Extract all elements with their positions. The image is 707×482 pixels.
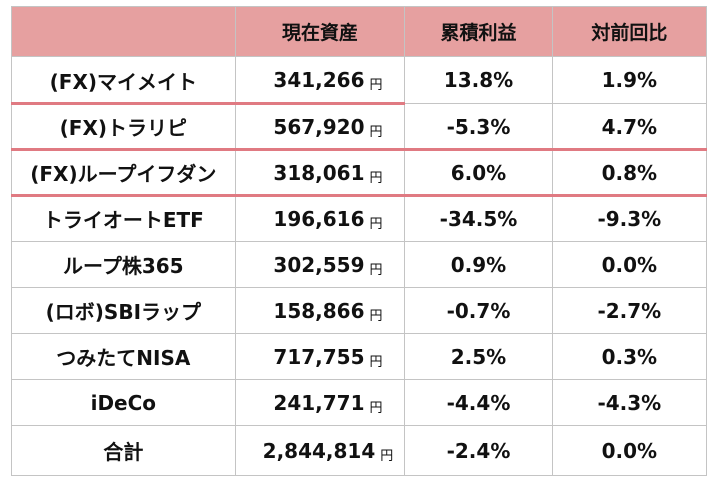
current-assets-cell: 318,061 円 <box>234 149 406 197</box>
highlight-underline <box>234 102 406 105</box>
amount-value: 196,616 <box>273 206 365 231</box>
change-value: 4.7% <box>601 114 658 139</box>
account-name: ループ株365 <box>11 241 236 288</box>
account-name: (FX)トラリピ <box>11 103 236 151</box>
currency-unit: 円 <box>369 262 383 278</box>
current-assets-cell: 567,920 円 <box>234 103 406 151</box>
amount-value: 341,266 <box>273 68 365 92</box>
cumulative-value: -5.3% <box>446 114 511 139</box>
highlight-underline <box>234 148 406 151</box>
current-assets-cell: 241,771 円 <box>234 379 406 426</box>
highlight-underline <box>11 148 236 151</box>
account-name: iDeCo <box>11 379 236 426</box>
table-row: (FX)ループイフダン 318,061 円 6.0% 0.8% <box>11 149 707 197</box>
cumulative-return-cell: 2.5% <box>404 333 553 380</box>
table-row: (FX)トラリピ 567,920 円 -5.3% 4.7% <box>11 103 707 151</box>
currency-unit: 円 <box>369 124 383 140</box>
change-value: 0.8% <box>601 160 658 185</box>
amount-value: 302,559 <box>273 252 365 277</box>
currency-unit: 円 <box>369 216 383 232</box>
vs-previous-cell: 0.3% <box>551 333 707 380</box>
table-row: (FX)マイメイト 341,266 円 13.8% 1.9% <box>11 56 707 105</box>
vs-previous-cell: 4.7% <box>551 103 707 151</box>
currency-unit: 円 <box>369 78 383 93</box>
header-cumulative-return: 累積利益 <box>404 6 553 57</box>
highlight-underline <box>11 102 236 105</box>
currency-unit: 円 <box>369 170 383 186</box>
currency-unit: 円 <box>369 400 383 416</box>
account-name: (FX)ループイフダン <box>11 149 236 197</box>
amount-value: 318,061 <box>273 160 365 185</box>
total-assets-cell: 2,844,814 円 <box>234 425 406 476</box>
account-name: (FX)マイメイト <box>11 56 236 105</box>
account-name-label: (FX)ループイフダン <box>30 162 217 186</box>
current-assets-cell: 302,559 円 <box>234 241 406 288</box>
currency-unit: 円 <box>369 354 383 370</box>
total-amount-value: 2,844,814 <box>262 438 376 463</box>
table-row: iDeCo 241,771 円 -4.4% -4.3% <box>11 379 707 426</box>
highlight-underline <box>11 194 236 197</box>
account-name: つみたてNISA <box>11 333 236 380</box>
total-cumulative-cell: -2.4% <box>404 425 553 476</box>
account-name-label: (FX)マイメイト <box>49 69 198 94</box>
cumulative-return-cell: 0.9% <box>404 241 553 288</box>
cumulative-value: 6.0% <box>450 160 507 185</box>
highlight-underline <box>234 194 406 197</box>
account-name: トライオートETF <box>11 195 236 242</box>
highlight-underline <box>551 194 707 197</box>
vs-previous-cell: 1.9% <box>551 56 707 104</box>
total-vs-previous-cell: 0.0% <box>551 425 707 476</box>
highlight-underline <box>551 148 707 151</box>
table-row: ループ株365 302,559 円 0.9% 0.0% <box>11 241 707 288</box>
asset-summary-table: 現在資産 累積利益 対前回比 (FX)マイメイト 341,266 円 13.8% … <box>11 6 707 476</box>
vs-previous-cell: -9.3% <box>551 195 707 242</box>
current-assets-cell: 341,266 円 <box>234 56 406 105</box>
highlight-underline <box>404 194 553 197</box>
amount-value: 567,920 <box>273 114 365 139</box>
current-assets-cell: 717,755 円 <box>234 333 406 380</box>
cumulative-return-cell: -34.5% <box>404 195 553 242</box>
table-row: (ロボ)SBIラップ 158,866 円 -0.7% -2.7% <box>11 287 707 334</box>
table-row: トライオートETF 196,616 円 -34.5% -9.3% <box>11 195 707 242</box>
highlight-underline <box>404 148 553 151</box>
currency-unit: 円 <box>369 308 383 324</box>
current-assets-cell: 158,866 円 <box>234 287 406 334</box>
current-assets-cell: 196,616 円 <box>234 195 406 242</box>
header-row: 現在資産 累積利益 対前回比 <box>11 6 707 57</box>
vs-previous-cell: -4.3% <box>551 379 707 426</box>
total-label: 合計 <box>11 425 236 476</box>
header-vs-previous: 対前回比 <box>551 6 707 57</box>
currency-unit: 円 <box>380 448 394 464</box>
vs-previous-cell: 0.0% <box>551 241 707 288</box>
account-name: (ロボ)SBIラップ <box>11 287 236 334</box>
amount-value: 241,771 <box>273 390 365 415</box>
account-name-label: (FX)トラリピ <box>59 116 188 140</box>
total-row: 合計 2,844,814 円 -2.4% 0.0% <box>11 425 707 476</box>
header-current-assets: 現在資産 <box>234 6 406 57</box>
cumulative-return-cell: 6.0% <box>404 149 553 197</box>
cumulative-return-cell: -5.3% <box>404 103 553 151</box>
cumulative-return-cell: -4.4% <box>404 379 553 426</box>
header-blank-cell <box>11 6 236 57</box>
cumulative-return-cell: 13.8% <box>404 56 553 104</box>
amount-value: 158,866 <box>273 298 365 323</box>
amount-value: 717,755 <box>273 344 365 369</box>
cumulative-return-cell: -0.7% <box>404 287 553 334</box>
vs-previous-cell: 0.8% <box>551 149 707 197</box>
table-row: つみたてNISA 717,755 円 2.5% 0.3% <box>11 333 707 380</box>
vs-previous-cell: -2.7% <box>551 287 707 334</box>
